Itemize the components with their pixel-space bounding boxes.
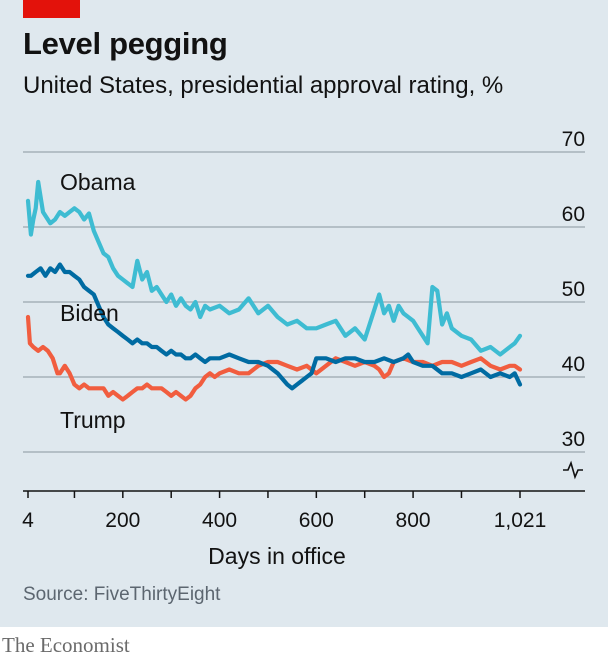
y-tick-label: 40 — [562, 353, 585, 376]
y-tick-label: 50 — [562, 278, 585, 301]
brand-accent-tab — [23, 0, 80, 18]
x-axis-title: Days in office — [208, 543, 346, 569]
series-line-biden — [25, 262, 523, 391]
footer-band — [0, 627, 608, 662]
source-note: Source: FiveThirtyEight — [23, 584, 221, 605]
series-line-trump — [25, 314, 523, 402]
chart-title: Level pegging — [23, 26, 228, 61]
y-tick-labels: 70 60 50 40 30 — [562, 128, 585, 451]
y-tick-label: 70 — [562, 128, 585, 151]
x-tick-label: 800 — [396, 509, 431, 532]
x-tick-label: 1,021 — [494, 509, 547, 532]
series-lines — [25, 179, 523, 402]
series-label-biden: Biden — [60, 300, 119, 326]
y-tick-label: 60 — [562, 203, 585, 226]
series-line-obama — [25, 179, 523, 357]
x-tick-label: 600 — [299, 509, 334, 532]
series-label-trump: Trump — [60, 407, 126, 433]
x-tick-label: 400 — [202, 509, 237, 532]
line-chart: 70 60 50 40 30 4 200 400 600 800 1,021 Obama Bide… — [22, 128, 585, 569]
axis-break-icon — [563, 460, 583, 480]
x-tick-labels: 4 200 400 600 800 1,021 — [22, 509, 546, 532]
y-tick-label: 30 — [562, 428, 585, 451]
x-tick-label: 4 — [22, 509, 34, 532]
x-tick-label: 200 — [105, 509, 140, 532]
publication-logo: The Economist — [2, 633, 130, 657]
x-axis — [23, 490, 585, 498]
chart-subtitle: United States, presidential approval rat… — [23, 72, 504, 99]
series-label-obama: Obama — [60, 169, 136, 195]
